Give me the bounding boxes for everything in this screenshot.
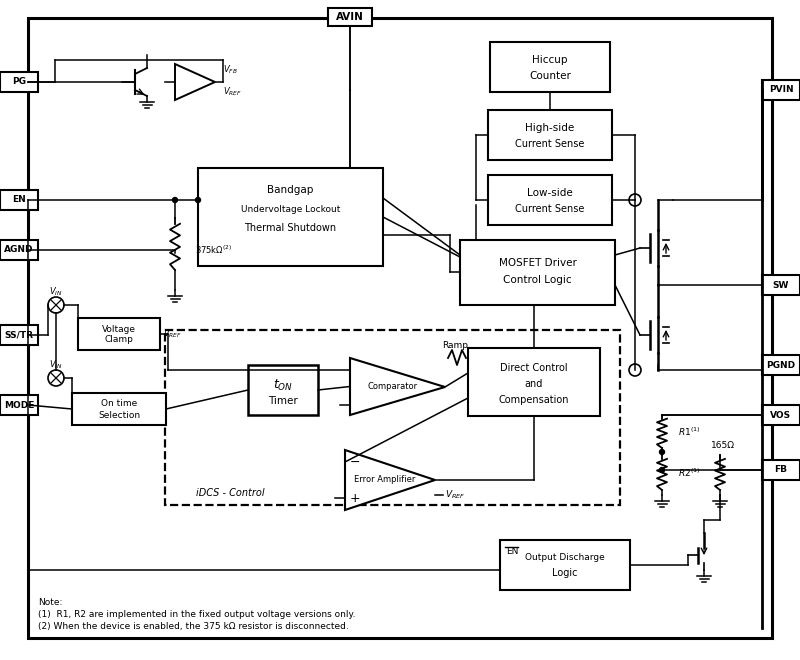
Text: $V_{FB}$: $V_{FB}$ bbox=[223, 64, 238, 77]
Bar bbox=[78, 318, 160, 350]
Bar bbox=[762, 405, 800, 425]
Bar bbox=[468, 348, 600, 416]
Bar bbox=[0, 190, 38, 210]
Text: Output Discharge: Output Discharge bbox=[525, 552, 605, 562]
Text: AVIN: AVIN bbox=[336, 12, 364, 22]
Text: MOSFET Driver: MOSFET Driver bbox=[498, 258, 577, 268]
Bar bbox=[328, 8, 372, 26]
Text: PGND: PGND bbox=[766, 360, 795, 370]
Text: $R2^{(1)}$: $R2^{(1)}$ bbox=[678, 467, 701, 478]
Circle shape bbox=[659, 467, 665, 473]
Circle shape bbox=[173, 197, 178, 203]
Bar bbox=[0, 325, 38, 345]
Text: Hiccup: Hiccup bbox=[532, 55, 568, 65]
Text: $t_{ON}$: $t_{ON}$ bbox=[273, 378, 293, 393]
Text: EN: EN bbox=[12, 195, 26, 205]
Text: $R1^{(1)}$: $R1^{(1)}$ bbox=[678, 425, 701, 438]
Text: Comparator: Comparator bbox=[367, 382, 418, 391]
Text: EN: EN bbox=[506, 546, 518, 556]
Bar bbox=[488, 110, 612, 160]
Text: Note:: Note: bbox=[38, 598, 62, 607]
Polygon shape bbox=[350, 358, 445, 415]
Text: SS/TR: SS/TR bbox=[5, 331, 34, 339]
Polygon shape bbox=[175, 64, 215, 100]
Text: Selection: Selection bbox=[98, 411, 140, 420]
Text: Undervoltage Lockout: Undervoltage Lockout bbox=[241, 205, 340, 214]
Text: iDCS - Control: iDCS - Control bbox=[196, 488, 264, 498]
Text: Counter: Counter bbox=[529, 71, 571, 81]
Text: MODE: MODE bbox=[4, 401, 34, 409]
Text: $V_{REF}$: $V_{REF}$ bbox=[162, 328, 182, 341]
Text: $V_{IN}$: $V_{IN}$ bbox=[49, 286, 63, 298]
Circle shape bbox=[659, 449, 665, 455]
Text: Error Amplifier: Error Amplifier bbox=[354, 475, 416, 484]
Bar bbox=[0, 240, 38, 260]
Text: Current Sense: Current Sense bbox=[515, 204, 585, 214]
Text: Timer: Timer bbox=[268, 396, 298, 406]
Bar bbox=[165, 330, 620, 505]
Bar bbox=[762, 80, 800, 100]
Circle shape bbox=[195, 197, 201, 203]
Bar bbox=[0, 72, 38, 92]
Text: Logic: Logic bbox=[552, 568, 578, 578]
Bar bbox=[72, 393, 166, 425]
Text: (2) When the device is enabled, the 375 kΩ resistor is disconnected.: (2) When the device is enabled, the 375 … bbox=[38, 622, 349, 631]
Bar bbox=[500, 540, 630, 590]
Polygon shape bbox=[345, 450, 435, 510]
Text: (1)  R1, R2 are implemented in the fixed output voltage versions only.: (1) R1, R2 are implemented in the fixed … bbox=[38, 610, 355, 619]
Text: $V_{IN}$: $V_{IN}$ bbox=[49, 359, 63, 371]
Text: Current Sense: Current Sense bbox=[515, 139, 585, 149]
Text: Low-side: Low-side bbox=[527, 188, 573, 198]
Text: +: + bbox=[350, 492, 360, 504]
Bar bbox=[762, 355, 800, 375]
Text: VOS: VOS bbox=[770, 411, 791, 420]
Bar bbox=[762, 275, 800, 295]
Bar bbox=[0, 395, 38, 415]
Text: and: and bbox=[525, 379, 543, 389]
Text: FB: FB bbox=[774, 465, 787, 475]
Text: SW: SW bbox=[773, 280, 789, 290]
Text: Ramp: Ramp bbox=[442, 341, 468, 350]
Bar bbox=[488, 175, 612, 225]
Text: PVIN: PVIN bbox=[769, 86, 794, 94]
Text: AGND: AGND bbox=[4, 246, 34, 255]
Text: 375kΩ$^{(2)}$: 375kΩ$^{(2)}$ bbox=[195, 244, 232, 256]
Text: 165Ω: 165Ω bbox=[711, 440, 735, 449]
Text: High-side: High-side bbox=[526, 123, 574, 133]
Text: −: − bbox=[350, 455, 360, 469]
Text: Direct Control: Direct Control bbox=[500, 363, 568, 373]
Text: $V_{REF}$: $V_{REF}$ bbox=[223, 86, 242, 98]
Text: PG: PG bbox=[12, 77, 26, 86]
Text: Thermal Shutdown: Thermal Shutdown bbox=[245, 223, 337, 233]
Bar bbox=[490, 42, 610, 92]
Text: $V_{REF}$: $V_{REF}$ bbox=[445, 489, 466, 501]
Bar bbox=[248, 365, 318, 415]
Bar bbox=[460, 240, 615, 305]
Bar bbox=[762, 460, 800, 480]
Text: Control Logic: Control Logic bbox=[503, 275, 572, 285]
Bar bbox=[198, 168, 383, 266]
Text: Voltage: Voltage bbox=[102, 325, 136, 333]
Text: Bandgap: Bandgap bbox=[267, 185, 314, 195]
Text: Clamp: Clamp bbox=[105, 335, 134, 345]
Text: Compensation: Compensation bbox=[498, 395, 570, 405]
Text: On time: On time bbox=[101, 399, 137, 409]
